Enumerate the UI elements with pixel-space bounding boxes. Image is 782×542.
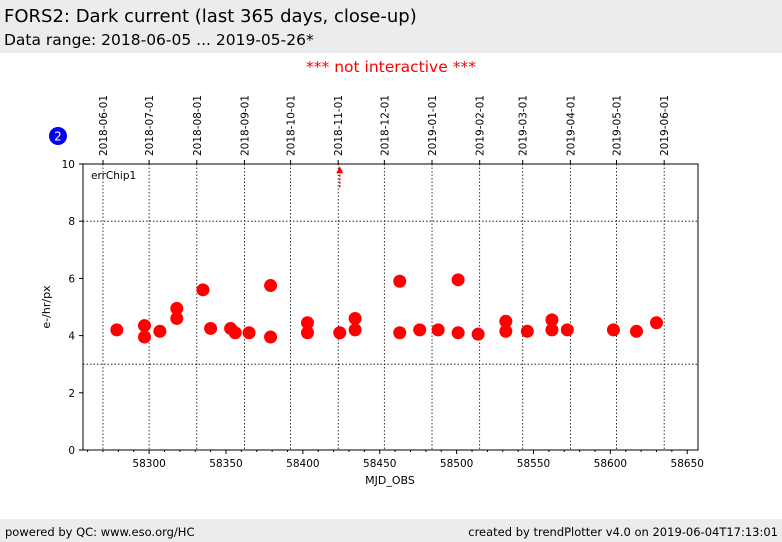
y-axis-label: e-/hr/px [40, 285, 53, 329]
x-tick-label: 58500 [440, 458, 473, 470]
footer-powered-by: powered by QC: www.eso.org/HC [5, 525, 195, 539]
data-point [451, 326, 465, 340]
data-point [300, 326, 314, 340]
y-tick-label: 0 [68, 445, 75, 457]
top-axis-date-label: 2018-10-01 [286, 95, 298, 156]
data-point [545, 313, 559, 327]
y-tick-label: 10 [62, 159, 75, 171]
top-axis-date-label: 2018-07-01 [144, 95, 156, 156]
data-point [471, 327, 485, 341]
data-point [520, 324, 534, 338]
data-point [333, 326, 347, 340]
data-point [649, 316, 663, 330]
footer-created-by: created by trendPlotter v4.0 on 2019-06-… [468, 525, 778, 539]
data-point [606, 323, 620, 337]
legend-label: errChip1 [91, 170, 136, 182]
data-point [228, 326, 242, 340]
data-point [348, 323, 362, 337]
top-axis-date-label: 2018-12-01 [379, 95, 391, 156]
data-point [153, 324, 167, 338]
x-tick-label: 58400 [286, 458, 319, 470]
top-axis-date-label: 2019-06-01 [659, 95, 671, 156]
data-point [264, 330, 278, 344]
plot-frame [82, 163, 699, 451]
plot-number-badge: 2 [49, 127, 67, 145]
data-point [300, 316, 314, 330]
data-point [393, 326, 407, 340]
data-point [138, 330, 151, 344]
x-tick-label: 58550 [517, 458, 550, 470]
top-axis-date-label: 2019-05-01 [612, 95, 624, 156]
x-tick-label: 58600 [594, 458, 627, 470]
data-point [431, 323, 445, 337]
top-axis-date-label: 2018-09-01 [239, 95, 251, 156]
y-tick-label: 2 [68, 388, 75, 400]
data-range-subtitle: Data range: 2018-06-05 ... 2019-05-26* [4, 31, 314, 49]
top-axis-date-label: 2019-02-01 [475, 95, 487, 156]
data-point [138, 319, 151, 333]
data-point [499, 324, 513, 338]
header-bar: FORS2: Dark current (last 365 days, clos… [0, 0, 782, 53]
top-axis-date-label: 2018-06-01 [98, 95, 110, 156]
top-axis-date-label: 2019-01-01 [427, 95, 439, 156]
data-point [264, 279, 278, 293]
plot-number-text: 2 [54, 130, 62, 144]
top-axis-date-label: 2019-03-01 [518, 95, 530, 156]
data-point [413, 323, 427, 337]
data-point [499, 314, 513, 328]
x-tick-label: 58650 [671, 458, 704, 470]
top-axis-date-label: 2018-11-01 [333, 95, 345, 156]
data-point [545, 323, 559, 337]
y-tick-label: 8 [68, 216, 75, 228]
y-tick-label: 6 [68, 273, 75, 285]
data-point [451, 273, 465, 287]
x-tick-label: 58300 [132, 458, 165, 470]
data-point [393, 274, 407, 288]
x-axis-label: MJD_OBS [365, 474, 415, 487]
top-axis-date-label: 2019-04-01 [565, 95, 577, 156]
x-tick-label: 58450 [363, 458, 396, 470]
data-point [348, 311, 362, 325]
data-point [110, 323, 124, 337]
outlier-arrow-head [336, 166, 344, 174]
x-tick-label: 58350 [209, 458, 242, 470]
data-point [170, 301, 184, 315]
data-point [204, 321, 218, 335]
page-title: FORS2: Dark current (last 365 days, clos… [4, 6, 417, 27]
data-point [196, 283, 210, 297]
data-point [560, 323, 574, 337]
footer-bar: powered by QC: www.eso.org/HC created by… [0, 519, 782, 542]
data-point [242, 326, 256, 340]
data-point [170, 311, 184, 325]
not-interactive-notice: *** not interactive *** [306, 58, 476, 76]
data-point [630, 324, 643, 338]
y-tick-label: 4 [68, 331, 75, 343]
top-axis-date-label: 2018-08-01 [192, 95, 204, 156]
